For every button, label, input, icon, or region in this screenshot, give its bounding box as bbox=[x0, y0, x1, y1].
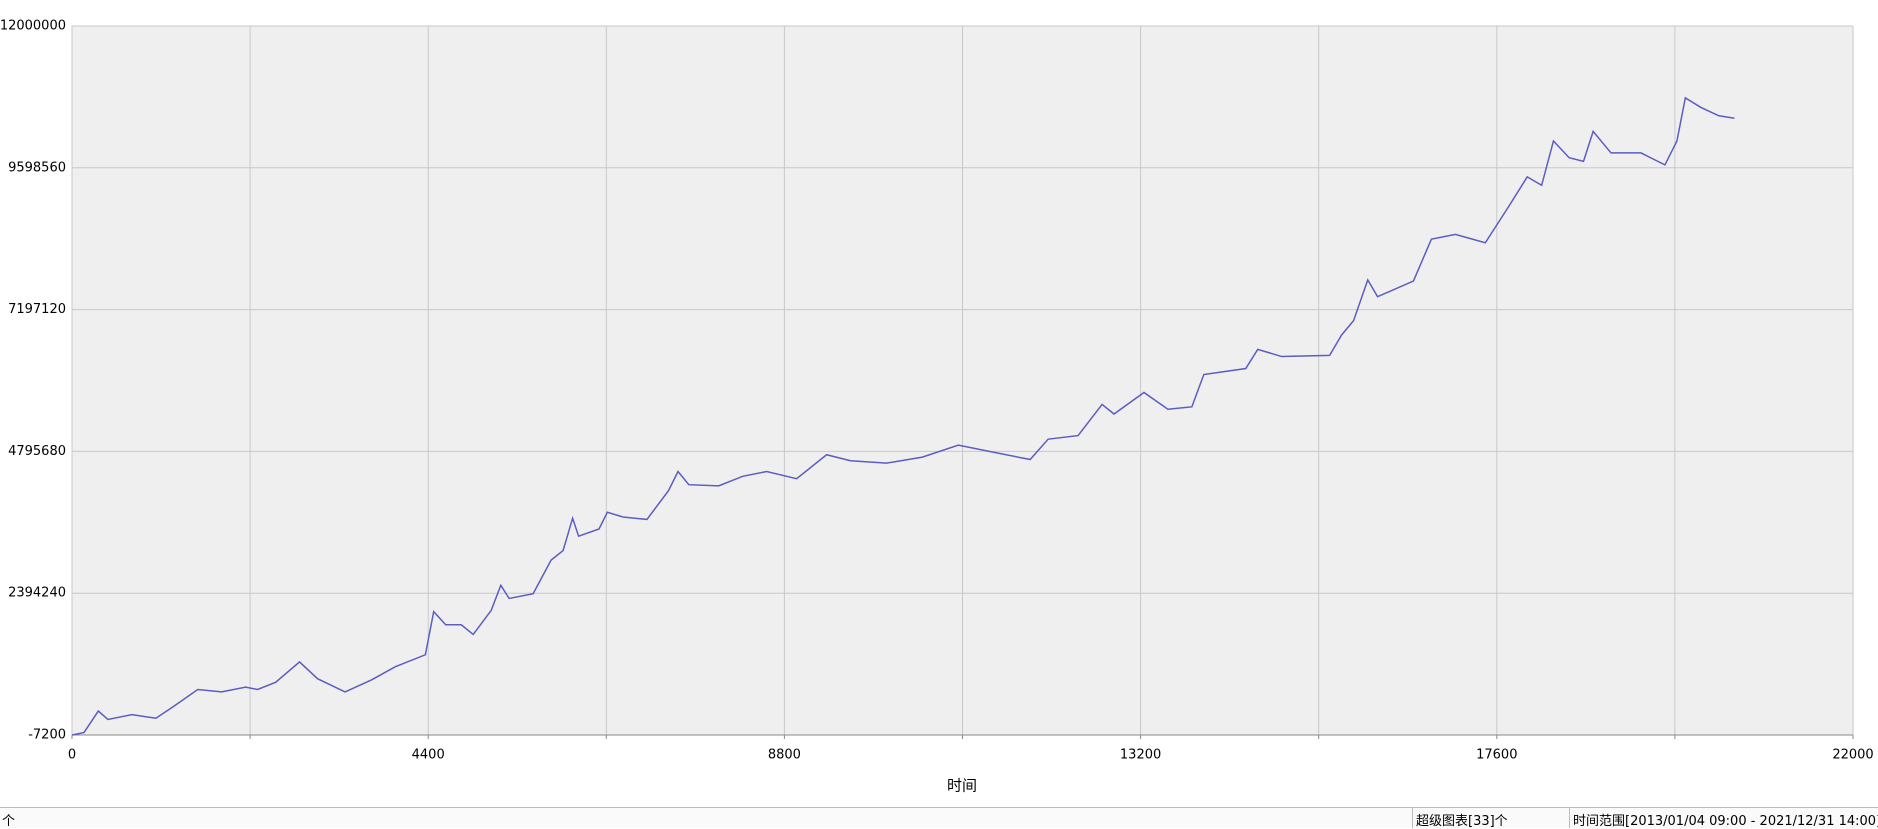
y-tick-label: 4795680 bbox=[8, 444, 66, 459]
x-tick-label: 17600 bbox=[1476, 748, 1517, 763]
status-range: 时间范围[2013/01/04 09:00 - 2021/12/31 14:00… bbox=[1573, 814, 1878, 829]
status-charts: 超级图表[33]个 bbox=[1416, 814, 1508, 829]
y-tick-label: 2394240 bbox=[8, 586, 66, 601]
x-tick-label: 13200 bbox=[1120, 748, 1161, 763]
x-tick-label: 0 bbox=[68, 748, 76, 763]
separator bbox=[1412, 808, 1413, 828]
y-tick-label: 9598560 bbox=[8, 160, 66, 175]
y-tick-label: 12000000 bbox=[0, 19, 66, 34]
x-tick-label: 4400 bbox=[412, 748, 445, 763]
x-tick-label: 8800 bbox=[768, 748, 801, 763]
x-tick-label: 22000 bbox=[1832, 748, 1873, 763]
data-line bbox=[71, 96, 1735, 736]
status-left: 个 bbox=[2, 814, 16, 829]
y-tick-label: 7197120 bbox=[8, 302, 66, 317]
y-tick-label: -7200 bbox=[28, 728, 66, 743]
chart: 时间 -7200 2394240 4795680 7197120 9598560 1200… bbox=[0, 19, 1874, 795]
status-bar: 个 超级图表[33]个 时间范围[2013/01/04 09:00 - 2021… bbox=[0, 807, 1878, 829]
separator bbox=[1569, 808, 1570, 828]
x-axis-label: 时间 bbox=[947, 777, 977, 795]
